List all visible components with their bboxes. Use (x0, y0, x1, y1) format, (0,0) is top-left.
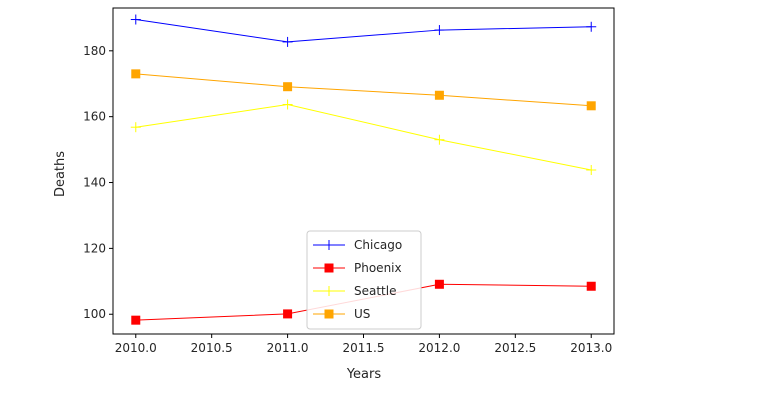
x-tick-label: 2012.5 (494, 341, 536, 355)
data-point-seattle (282, 99, 293, 110)
data-point-us (131, 69, 141, 79)
data-point-us (434, 90, 444, 100)
data-point-phoenix (283, 309, 293, 319)
series-line-seattle (135, 103, 592, 171)
x-tick-label: 2011.0 (267, 341, 309, 355)
data-point-chicago (586, 21, 597, 32)
data-point-phoenix (131, 315, 141, 325)
x-axis-label: Years (346, 367, 382, 382)
x-tick-label: 2010.0 (115, 341, 157, 355)
legend-label-us: US (354, 307, 370, 321)
legend-marker-us (324, 309, 334, 319)
data-point-us (283, 82, 293, 92)
x-tick-label: 2011.5 (343, 341, 385, 355)
data-point-chicago (130, 14, 141, 25)
y-tick-label: 160 (83, 110, 106, 124)
legend-label-chicago: Chicago (354, 238, 402, 252)
y-tick-label: 120 (83, 241, 106, 255)
series-line-us (135, 73, 592, 107)
legend (306, 230, 422, 330)
data-point-seattle (434, 134, 445, 145)
data-point-seattle (130, 122, 141, 133)
data-point-seattle (586, 165, 597, 176)
y-tick-label: 100 (83, 307, 106, 321)
data-point-chicago (434, 25, 445, 36)
y-tick-label: 140 (83, 176, 106, 190)
y-axis-label: Deaths (53, 151, 68, 197)
x-tick-label: 2012.0 (418, 341, 460, 355)
legend-label-phoenix: Phoenix (354, 261, 402, 275)
legend-marker-phoenix (324, 263, 334, 273)
series-line-chicago (135, 19, 592, 43)
y-tick-label: 180 (83, 44, 106, 58)
legend-label-seattle: Seattle (354, 284, 396, 298)
data-point-us (586, 101, 596, 111)
x-tick-label: 2013.0 (570, 341, 612, 355)
data-point-phoenix (586, 281, 596, 291)
data-point-chicago (282, 36, 293, 47)
plot-frame (112, 7, 615, 335)
legend-marker-chicago (324, 240, 334, 250)
x-tick-label: 2010.5 (191, 341, 233, 355)
plot-area: 2010.0 2010.5 2011.0 2011.5 2012.0 2012.5 2013… (83, 7, 615, 355)
data-point-phoenix (434, 279, 444, 289)
legend-marker-seattle (324, 286, 334, 296)
